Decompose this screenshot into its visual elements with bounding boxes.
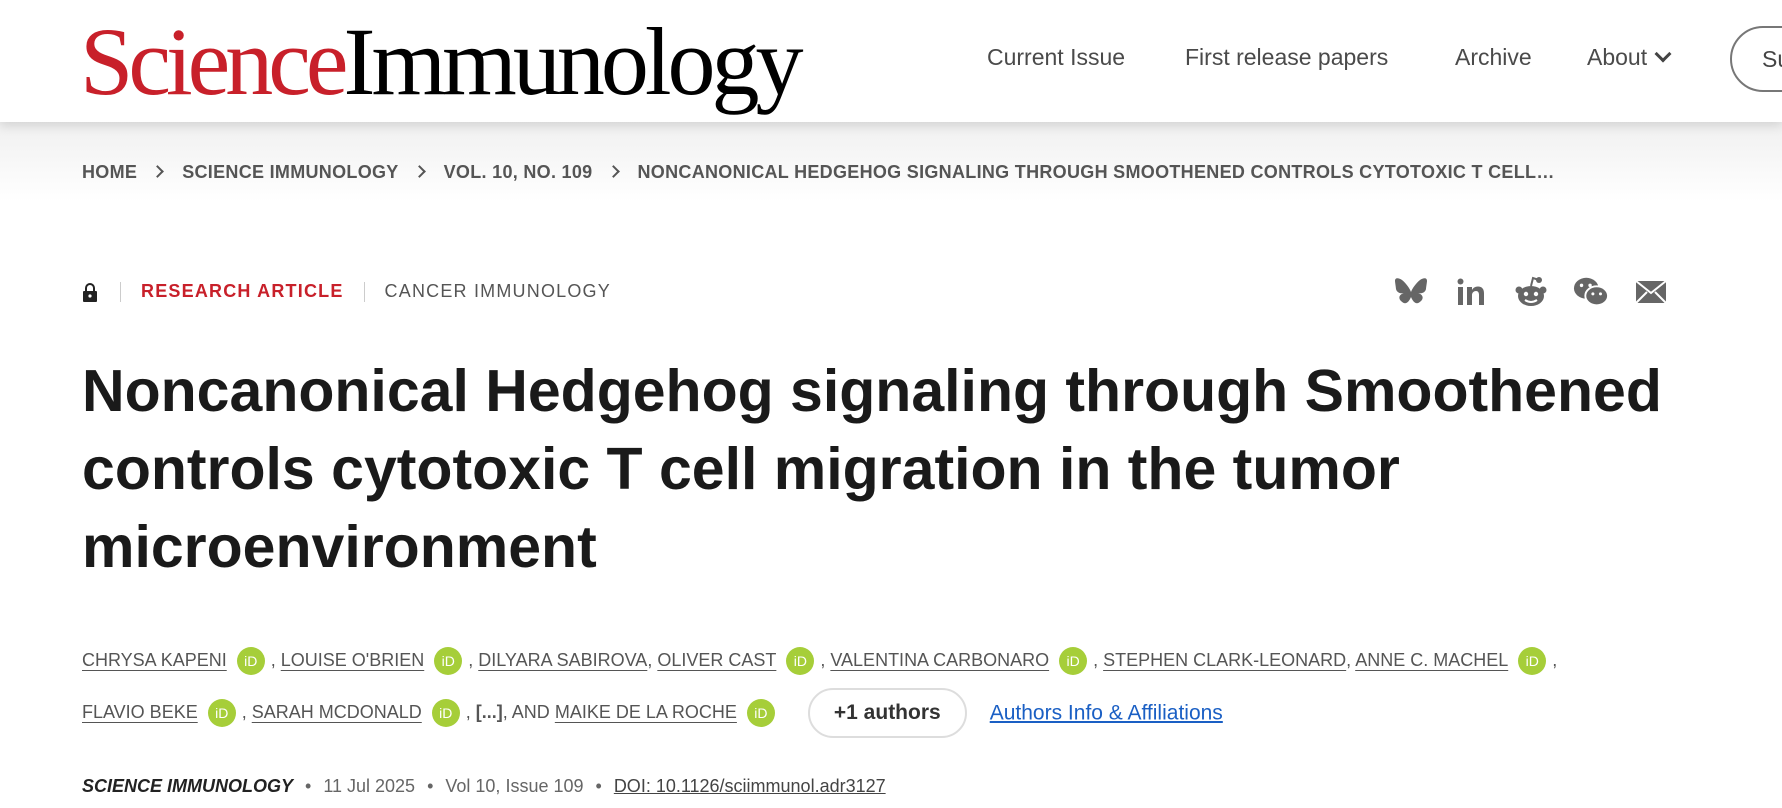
author-link[interactable]: MAIKE DE LA ROCHE <box>554 702 737 722</box>
logo-immunology: Immunology <box>343 8 804 115</box>
article-tags: RESEARCH ARTICLE CANCER IMMUNOLOGY <box>82 281 611 302</box>
orcid-icon[interactable]: iD <box>434 647 463 676</box>
breadcrumb-current: NONCANONICAL HEDGEHOG SIGNALING THROUGH … <box>637 162 1555 182</box>
nav-about-label: About <box>1587 44 1648 70</box>
issue-link[interactable]: Vol 10, Issue 109 <box>445 776 584 796</box>
author-link[interactable]: FLAVIO BEKE <box>82 702 198 722</box>
header-gradient <box>0 122 1782 202</box>
orcid-icon[interactable]: iD <box>786 647 815 676</box>
authors-affiliations-link[interactable]: Authors Info & Affiliations <box>989 701 1223 725</box>
doi-link[interactable]: DOI: 10.1126/sciimmunol.adr3127 <box>613 776 886 796</box>
wechat-icon[interactable] <box>1573 274 1609 310</box>
lock-icon <box>83 282 97 302</box>
author-link[interactable]: LOUISE O'BRIEN <box>280 650 425 670</box>
and-label: AND <box>511 702 550 722</box>
author-link[interactable]: STEPHEN CLARK-LEONARD <box>1103 650 1347 670</box>
chevron-down-icon <box>1654 45 1672 63</box>
journal-name: SCIENCE IMMUNOLOGY <box>82 776 294 796</box>
author-link[interactable]: OLIVER CAST <box>657 650 777 670</box>
orcid-icon[interactable]: iD <box>746 699 775 728</box>
author-link[interactable]: CHRYSA KAPENI <box>82 650 227 670</box>
subscribe-button[interactable]: Su <box>1730 26 1782 92</box>
logo[interactable]: ScienceImmunology <box>80 14 803 110</box>
publish-date: 11 Jul 2025 <box>323 776 416 796</box>
site-header: ScienceImmunology Current Issue First re… <box>0 0 1782 122</box>
linkedin-icon[interactable] <box>1453 274 1489 310</box>
breadcrumb: HOME SCIENCE IMMUNOLOGY VOL. 10, NO. 109 NO… <box>82 162 1555 183</box>
divider <box>363 281 365 302</box>
separator-dot: • <box>305 776 312 796</box>
orcid-icon[interactable]: iD <box>431 699 460 728</box>
author-list: CHRYSA KAPENI iD, LOUISE O'BRIEN iD, DILYA… <box>82 634 1682 739</box>
article-type[interactable]: RESEARCH ARTICLE <box>141 281 344 301</box>
email-icon[interactable] <box>1633 274 1669 310</box>
separator-dot: • <box>595 776 602 796</box>
separator-dot: • <box>427 776 434 796</box>
nav-archive[interactable]: Archive <box>1455 44 1532 70</box>
share-bar <box>1393 274 1669 310</box>
breadcrumb-home[interactable]: HOME <box>82 162 138 182</box>
orcid-icon[interactable]: iD <box>236 647 265 676</box>
orcid-icon[interactable]: iD <box>1059 647 1088 676</box>
more-authors-button[interactable]: +1 authors <box>807 688 967 739</box>
orcid-icon[interactable]: iD <box>207 699 236 728</box>
author-link[interactable]: SARAH MCDONALD <box>251 702 422 722</box>
divider <box>120 281 121 302</box>
chevron-right-icon <box>151 165 165 178</box>
chevron-right-icon <box>606 165 620 178</box>
breadcrumb-journal[interactable]: SCIENCE IMMUNOLOGY <box>182 162 399 182</box>
article-meta: SCIENCE IMMUNOLOGY • 11 Jul 2025 • Vol 10, I… <box>82 776 886 797</box>
orcid-icon[interactable]: iD <box>1518 647 1547 676</box>
breadcrumb-issue[interactable]: VOL. 10, NO. 109 <box>443 162 593 182</box>
reddit-icon[interactable] <box>1513 274 1549 310</box>
author-link[interactable]: DILYARA SABIROVA <box>478 650 648 670</box>
article-title: Noncanonical Hedgehog signaling through … <box>82 358 1662 580</box>
authors-ellipsis[interactable]: [...] <box>475 702 503 722</box>
nav-current-issue[interactable]: Current Issue <box>987 44 1126 70</box>
logo-science: Science <box>80 8 348 115</box>
author-link[interactable]: VALENTINA CARBONARO <box>830 650 1050 670</box>
article-category[interactable]: CANCER IMMUNOLOGY <box>384 281 611 301</box>
bluesky-icon[interactable] <box>1393 274 1429 310</box>
nav-about[interactable]: About <box>1587 44 1672 71</box>
nav-first-release[interactable]: First release papers <box>1185 44 1389 70</box>
author-link[interactable]: ANNE C. MACHEL <box>1355 650 1509 670</box>
chevron-right-icon <box>412 165 426 178</box>
